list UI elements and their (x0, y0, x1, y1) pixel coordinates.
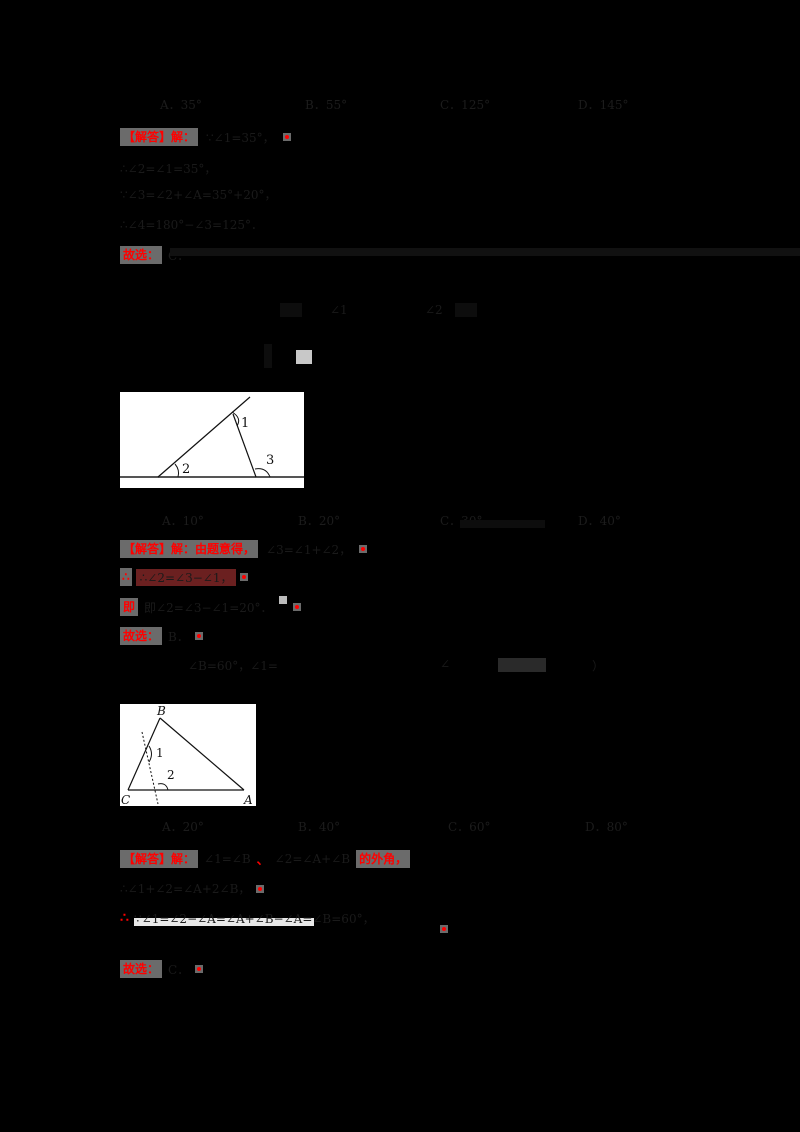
q1-step-3: ∴∠4=180°−∠3=125°． (120, 218, 263, 232)
q1-solution-text: ∵∠1=35°， (206, 130, 275, 145)
section-divider (170, 248, 800, 256)
q2-step-1: ∴ ∴∠2=∠3−∠1， (120, 568, 249, 586)
punctuation-marker (292, 603, 301, 611)
q2-stem-symbol-1 (280, 303, 302, 317)
q3-option-a: A．20° (162, 820, 204, 834)
comma-marker: 、 (256, 852, 269, 867)
angle-diagram: 1 2 3 (120, 396, 304, 478)
q3-solution-tail: 的外角， (356, 850, 411, 868)
q2-step-1-text: ∴∠2=∠3−∠1， (135, 568, 237, 586)
q1-solution-line: 【解答】解： ∵∠1=35°， (120, 128, 291, 146)
punctuation-marker (194, 632, 203, 640)
punctuation-marker (359, 545, 368, 553)
superscript-mark (278, 596, 287, 604)
svg-text:1: 1 (156, 746, 164, 760)
q3-option-d: D．80° (585, 820, 628, 834)
q1-solution-label: 【解答】解： (120, 128, 199, 146)
q2-solution-text: ∠3=∠1+∠2， (266, 542, 352, 557)
q3-solution-mid1: ∠1=∠B (204, 852, 251, 866)
q2-step-2-marker: 即 (120, 598, 139, 616)
svg-text:3: 3 (266, 453, 274, 468)
triangle-diagram: B 1 2 C A (121, 704, 253, 807)
q2-stem-symbol-2 (455, 303, 477, 317)
punctuation-marker (440, 925, 448, 933)
q1-answer-label: 故选： (120, 246, 163, 264)
q2-option-a: A．10° (162, 514, 204, 528)
q3-option-b: B．40° (298, 820, 341, 834)
svg-text:1: 1 (241, 416, 249, 431)
q3-step-1: ∴∠1+∠2=∠A+2∠B， (120, 880, 265, 897)
q2-stem-angle-1: ∠1 (330, 303, 348, 317)
q1-option-a: A．35° (160, 98, 202, 112)
q2-answer: 故选： B． (120, 627, 203, 645)
q2-figure: 1 2 3 (120, 392, 304, 488)
q2-option-b: B．20° (298, 514, 341, 528)
q2-solution-label: 【解答】解：由题意得， (120, 540, 259, 558)
q3-answer: 故选： C． (120, 960, 204, 978)
q3-solution-mid2: ∠2=∠A+∠B (274, 852, 351, 866)
punctuation-marker (256, 884, 265, 893)
q2-fraction-left (264, 344, 272, 368)
svg-text:B: B (156, 704, 166, 718)
q2-stem-angle-2: ∠2 (425, 303, 443, 317)
q2-fraction-right (296, 350, 312, 364)
punctuation-marker (240, 573, 249, 581)
q1-option-c: C．125° (440, 98, 491, 112)
q2-step-2: 即 即∠2=∠3−∠1=20°． (120, 596, 301, 616)
svg-text:2: 2 (167, 768, 175, 782)
q1-option-b: B．55° (305, 98, 348, 112)
q1-option-d: D．145° (578, 98, 629, 112)
punctuation-marker (282, 133, 291, 141)
q3-step-2-text: ∵∠1=∠2−∠A=∠A+∠B−∠A=∠B=60°， (134, 912, 375, 926)
q2-answer-label: 故选： (120, 627, 163, 645)
q3-stem-left: ∠B=60°，∠1= (188, 659, 278, 673)
svg-text:A: A (243, 793, 253, 806)
highlight-bar (134, 918, 314, 926)
svg-text:2: 2 (182, 462, 190, 477)
svg-text:C: C (121, 793, 130, 806)
punctuation-marker (195, 965, 204, 973)
q3-stem-fraction (498, 658, 546, 672)
q3-step-1-text: ∴∠1+∠2=∠A+2∠B， (120, 882, 251, 896)
q1-step-2: ∵∠3=∠2+∠A=35°+20°， (120, 188, 277, 202)
q3-figure: B 1 2 C A (120, 704, 256, 807)
q3-solution-line: 【解答】解： ∠1=∠B 、 ∠2=∠A+∠B 的外角， (120, 850, 411, 868)
q2-step-2-text: 即∠2=∠3−∠1=20°． (144, 600, 273, 615)
q3-answer-label: 故选： (120, 960, 163, 978)
q3-stem-right-a: ∠ (440, 657, 451, 671)
q2-solution-line: 【解答】解：由题意得， ∠3=∠1+∠2， (120, 540, 368, 558)
therefore-marker: ∴ (120, 568, 132, 586)
q2-underline (460, 520, 545, 528)
q2-answer-value: B． (168, 629, 189, 644)
q3-option-c: C．60° (448, 820, 491, 834)
q1-step-1: ∴∠2=∠1=35°， (120, 162, 217, 176)
q3-step-2-marker: ∴ (120, 910, 129, 926)
q2-option-d: D．40° (578, 514, 621, 528)
q3-stem-right-b: ） (592, 659, 605, 673)
q3-solution-label: 【解答】解： (120, 850, 199, 868)
q3-answer-value: C． (168, 962, 190, 977)
q3-step-2: ∴ ∵∠1=∠2−∠A=∠A+∠B−∠A=∠B=60°， (120, 910, 450, 933)
